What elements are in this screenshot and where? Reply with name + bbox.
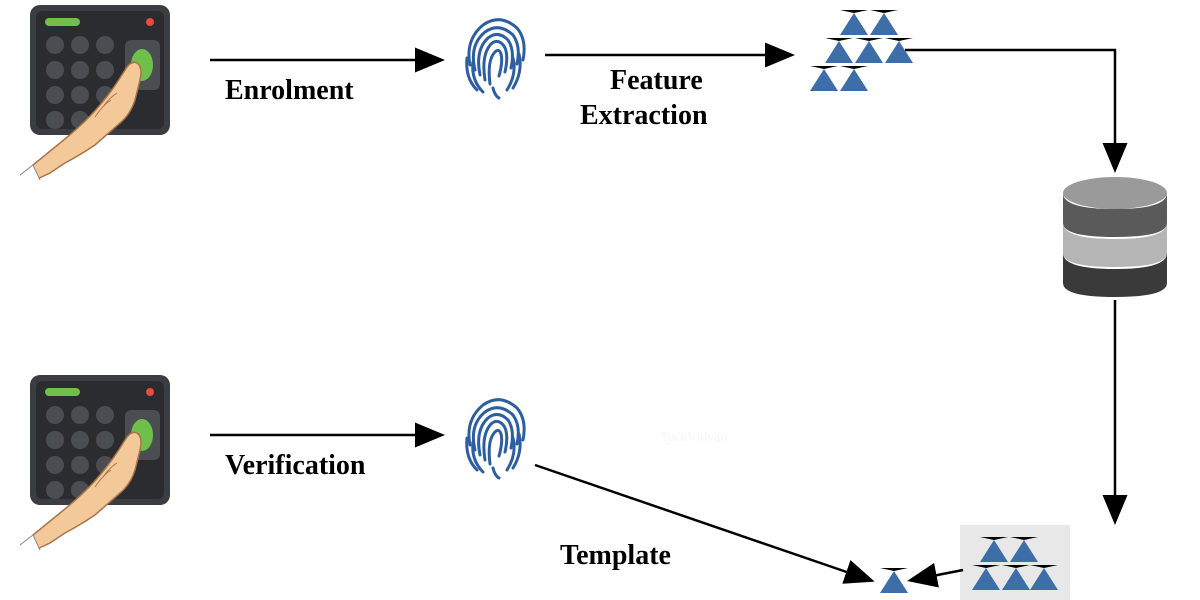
database-icon [1060, 175, 1170, 310]
label-verification: Verification [225, 450, 366, 482]
label-extraction: Extraction [580, 100, 708, 132]
scanner-verification [20, 370, 180, 520]
label-template: Template [560, 540, 671, 572]
label-feature: Feature [610, 65, 703, 97]
fingerprint-icon-1 [455, 10, 535, 110]
scanner-enrolment [20, 0, 180, 150]
watermark: TechVidvan [660, 430, 727, 446]
feature-triangles [810, 10, 910, 90]
fingerprint-icon-2 [455, 390, 535, 490]
label-enrolment: Enrolment [225, 75, 354, 107]
comparison-box [960, 525, 1070, 600]
